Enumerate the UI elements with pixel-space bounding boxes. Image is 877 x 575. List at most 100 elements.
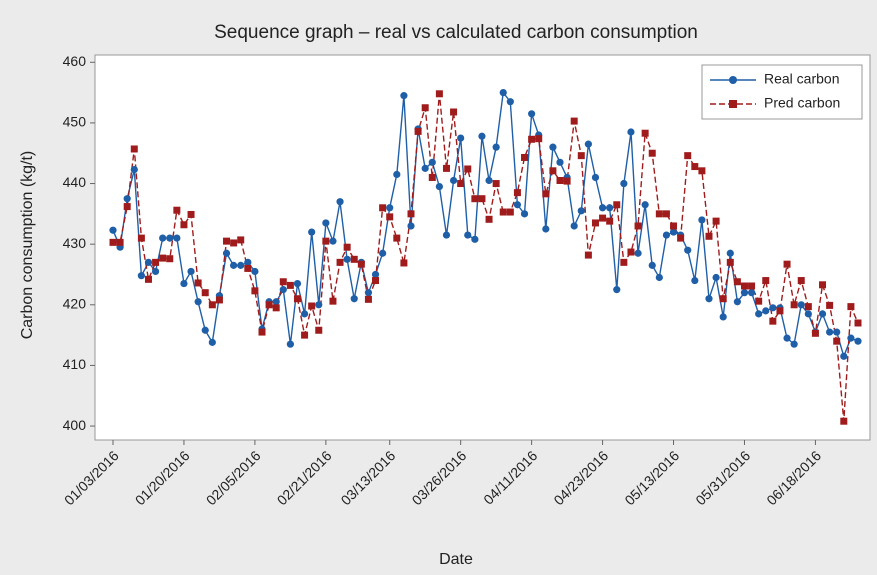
point	[364, 289, 373, 297]
point	[826, 328, 834, 336]
point	[840, 417, 848, 425]
y-tick-label: 400	[63, 417, 87, 433]
point	[726, 249, 734, 257]
point	[748, 282, 756, 290]
point	[797, 301, 805, 309]
point	[223, 237, 231, 245]
point	[677, 234, 685, 242]
point	[123, 203, 131, 211]
point	[258, 328, 266, 336]
point	[769, 317, 777, 325]
point	[478, 195, 486, 203]
point	[329, 297, 337, 305]
point	[620, 258, 628, 266]
point	[542, 225, 550, 233]
point	[606, 217, 614, 225]
point	[435, 182, 443, 191]
point	[599, 214, 607, 222]
legend-label: Pred carbon	[764, 95, 840, 111]
point	[343, 255, 351, 263]
point	[719, 295, 727, 303]
point	[712, 217, 720, 225]
point	[407, 222, 415, 230]
point	[130, 165, 138, 174]
point	[371, 270, 380, 279]
point	[208, 338, 216, 346]
point	[244, 258, 252, 266]
point	[471, 195, 479, 203]
y-tick-label: 450	[63, 114, 87, 130]
point	[847, 334, 855, 342]
point	[634, 249, 642, 257]
point	[520, 210, 529, 218]
point	[322, 219, 330, 227]
point	[549, 143, 557, 151]
point	[400, 92, 408, 100]
point	[386, 204, 394, 212]
point	[783, 334, 791, 342]
point	[116, 238, 124, 246]
series-line	[113, 93, 859, 422]
point	[513, 189, 521, 197]
point	[790, 301, 798, 309]
point	[591, 219, 599, 227]
point	[137, 234, 145, 242]
point	[166, 234, 174, 242]
point	[499, 88, 507, 97]
y-tick-label: 410	[63, 356, 87, 372]
point	[762, 277, 770, 285]
point	[435, 90, 443, 98]
point	[506, 98, 514, 106]
point	[655, 273, 663, 282]
point	[485, 215, 493, 223]
point	[151, 267, 160, 276]
point	[407, 210, 415, 218]
point	[222, 249, 231, 257]
point	[322, 237, 330, 245]
point	[563, 177, 571, 185]
point	[826, 301, 834, 309]
point	[811, 329, 819, 337]
point	[279, 278, 287, 286]
point	[804, 303, 812, 311]
point	[152, 258, 160, 266]
point	[719, 313, 727, 321]
point	[457, 180, 465, 188]
point	[386, 213, 394, 221]
point	[606, 204, 614, 212]
y-tick-label: 460	[63, 53, 87, 69]
point	[251, 267, 259, 276]
point	[740, 289, 749, 297]
point	[279, 286, 287, 294]
point	[173, 206, 181, 214]
point	[492, 143, 500, 151]
point	[613, 286, 621, 294]
point	[450, 108, 458, 116]
point	[308, 228, 316, 236]
y-tick-label: 430	[63, 235, 87, 251]
point	[591, 173, 600, 182]
point	[648, 149, 656, 157]
point	[336, 198, 344, 206]
point	[705, 295, 713, 303]
point	[485, 176, 493, 185]
point	[350, 255, 358, 263]
point	[698, 216, 706, 224]
point	[194, 279, 202, 287]
point	[499, 208, 507, 216]
y-tick-label: 440	[63, 174, 87, 190]
point	[712, 273, 720, 282]
legend-marker	[729, 76, 737, 84]
point	[237, 261, 245, 269]
point	[669, 228, 678, 236]
point	[350, 295, 358, 303]
point	[733, 298, 741, 306]
point	[137, 272, 145, 280]
point	[400, 259, 408, 267]
point	[556, 158, 564, 166]
point	[144, 275, 152, 283]
point	[620, 179, 628, 188]
point	[542, 190, 550, 198]
point	[691, 276, 699, 285]
point	[840, 352, 848, 360]
